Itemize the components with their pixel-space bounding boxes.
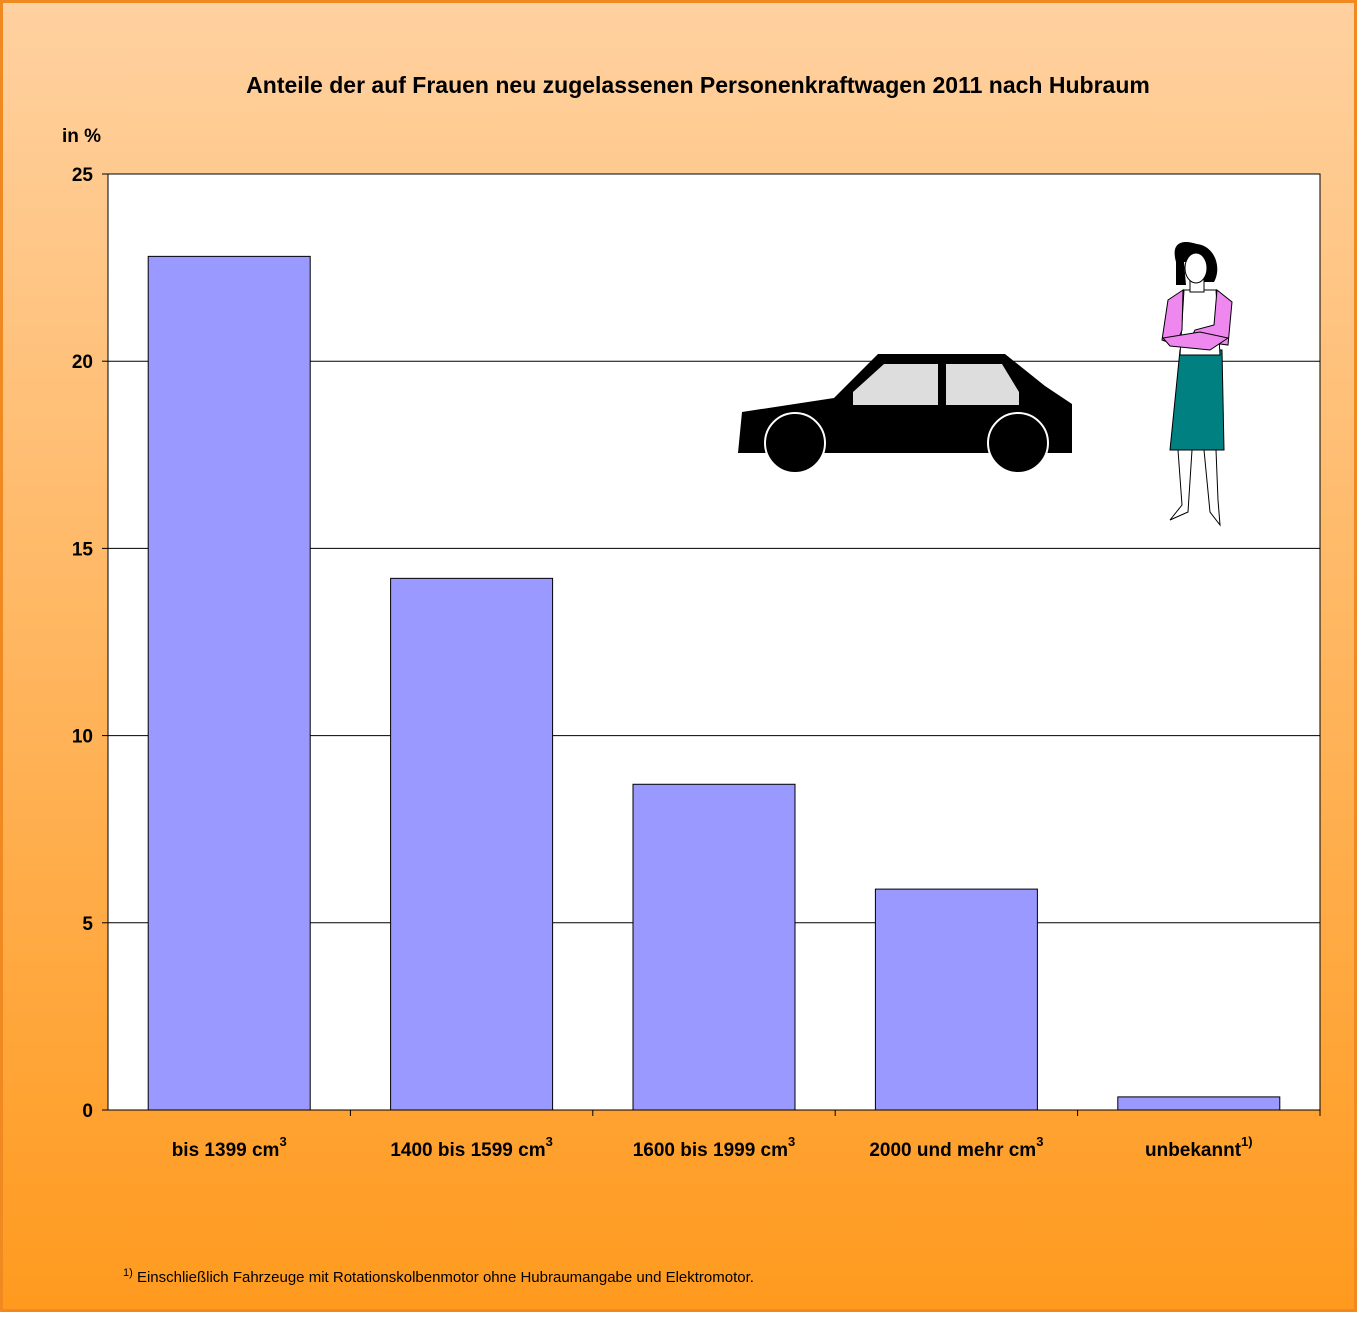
y-tick-label: 25 bbox=[72, 165, 94, 186]
category-superscript: 1) bbox=[1241, 1134, 1253, 1149]
y-tick-label: 15 bbox=[72, 539, 94, 560]
bar bbox=[391, 578, 553, 1110]
y-tick-label: 0 bbox=[82, 1101, 93, 1122]
bar bbox=[148, 256, 310, 1110]
bar bbox=[1118, 1097, 1280, 1110]
category-superscript: 3 bbox=[1036, 1134, 1043, 1149]
y-tick-label: 5 bbox=[82, 914, 93, 935]
category-text: bis 1399 cm bbox=[172, 1140, 280, 1161]
y-tick-label: 10 bbox=[72, 727, 93, 748]
category-text: 2000 und mehr cm bbox=[869, 1140, 1036, 1161]
bar bbox=[633, 784, 795, 1110]
footnote-marker: 1) bbox=[123, 1267, 133, 1279]
category-text: 1400 bis 1599 cm bbox=[390, 1140, 545, 1161]
bar bbox=[875, 889, 1037, 1110]
chart: Anteile der auf Frauen neu zugelassenen … bbox=[0, 0, 1357, 1312]
category-superscript: 3 bbox=[546, 1134, 553, 1149]
chart-title: Anteile der auf Frauen neu zugelassenen … bbox=[246, 72, 1150, 98]
category-text: unbekannt bbox=[1145, 1140, 1242, 1161]
y-axis-label: in % bbox=[62, 126, 101, 147]
footnote-text: Einschließlich Fahrzeuge mit Rotationsko… bbox=[133, 1269, 754, 1286]
category-superscript: 3 bbox=[279, 1134, 286, 1149]
category-superscript: 3 bbox=[788, 1134, 795, 1149]
footnote: 1) Einschließlich Fahrzeuge mit Rotation… bbox=[123, 1267, 754, 1286]
category-text: 1600 bis 1999 cm bbox=[633, 1140, 788, 1161]
y-tick-label: 20 bbox=[72, 352, 93, 373]
